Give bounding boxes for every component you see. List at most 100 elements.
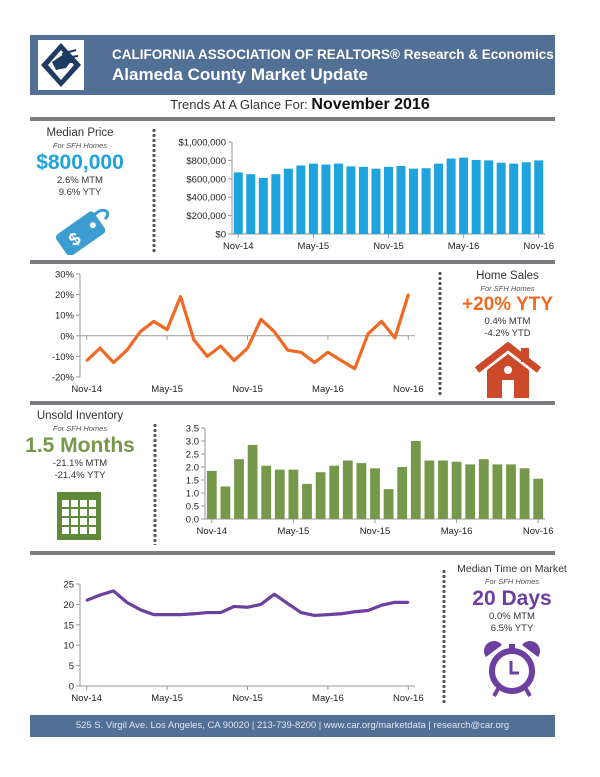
data-point — [259, 603, 263, 606]
y-tick-label: -10% — [52, 352, 75, 363]
data-point — [179, 295, 182, 298]
time-on-market-yty: 6.5% YTY — [490, 623, 534, 634]
median-price-title: Median Price — [46, 127, 114, 139]
median-price-mtm: 2.6% MTM — [57, 175, 103, 186]
data-point — [165, 613, 169, 616]
bar — [451, 461, 462, 519]
x-tick-label: Nov-14 — [223, 241, 254, 252]
bar — [438, 460, 448, 519]
report-title: Alameda County Market Update — [112, 65, 368, 84]
y-tick-label: 10% — [55, 311, 75, 322]
y-tick-label: 0.0 — [186, 515, 199, 526]
data-point — [273, 593, 276, 596]
data-point — [353, 610, 356, 613]
bar — [397, 467, 408, 519]
y-tick-label: 30% — [55, 270, 75, 281]
bar — [346, 166, 356, 234]
data-point — [219, 611, 222, 614]
bar — [358, 166, 368, 234]
trends-label: Trends At A Glance For: — [170, 97, 308, 112]
dotted-divider — [438, 271, 442, 396]
y-tick-label: -20% — [52, 373, 75, 384]
data-point — [380, 320, 383, 323]
bar — [371, 168, 381, 234]
y-tick-label: $400,000 — [186, 193, 226, 204]
bar — [342, 460, 353, 519]
x-tick-label: Nov-15 — [232, 384, 263, 395]
data-point — [340, 359, 343, 362]
bar — [370, 468, 380, 519]
y-tick-label: 20% — [55, 290, 75, 301]
median-price-panel: Median Price For SFH Homes $800,000 2.6%… — [30, 127, 130, 257]
data-point — [380, 604, 383, 607]
bar — [308, 163, 318, 234]
data-point — [98, 593, 102, 597]
home-sales-mtm: 0.4% MTM — [484, 316, 531, 327]
x-tick-label: Nov-15 — [360, 526, 391, 537]
bar — [321, 164, 331, 234]
dotted-divider — [153, 423, 157, 545]
bar — [261, 465, 272, 519]
x-tick-label: Nov-14 — [71, 693, 102, 704]
y-tick-label: 20 — [63, 600, 74, 611]
bar — [288, 469, 299, 519]
x-tick-label: Nov-14 — [196, 526, 227, 537]
inventory-title: Unsold Inventory — [36, 410, 124, 422]
x-tick-label: Nov-16 — [393, 693, 424, 704]
x-tick-label: Nov-16 — [393, 384, 424, 395]
y-tick-label: $1,000,000 — [178, 138, 226, 149]
data-point — [206, 355, 209, 358]
bar — [220, 486, 231, 519]
x-tick-label: May-16 — [312, 693, 344, 704]
y-tick-label: 1.0 — [186, 489, 199, 500]
x-tick-label: May-16 — [448, 241, 480, 252]
bar — [274, 469, 285, 519]
data-point — [179, 613, 182, 616]
data-point — [192, 338, 196, 342]
bar — [333, 163, 343, 234]
data-point — [299, 351, 303, 354]
dotted-divider — [152, 128, 156, 253]
data-point — [273, 330, 276, 333]
bar — [296, 165, 306, 234]
bar — [509, 163, 519, 234]
y-tick-label: 0% — [60, 331, 74, 342]
bar — [206, 470, 217, 519]
data-point — [353, 367, 356, 370]
bar — [246, 174, 256, 234]
data-point — [407, 601, 410, 604]
bar — [424, 460, 435, 519]
divider — [30, 551, 555, 555]
data-point — [286, 349, 289, 352]
median-price-value: $800,000 — [36, 151, 124, 174]
bar — [315, 472, 326, 519]
data-point — [112, 361, 115, 364]
x-tick-label: May-15 — [298, 241, 330, 252]
bar — [484, 160, 494, 234]
median-price-subtitle: For SFH Homes — [52, 141, 108, 150]
org-name: CALIFORNIA ASSOCIATION OF REALTORS® Rese… — [112, 47, 554, 62]
data-point — [152, 320, 155, 323]
report-header: CALIFORNIA ASSOCIATION OF REALTORS® Rese… — [30, 35, 555, 95]
x-tick-label: Nov-14 — [71, 384, 102, 395]
data-point — [393, 336, 397, 340]
bar — [459, 157, 469, 234]
y-tick-label: 5 — [69, 661, 74, 672]
bar — [356, 463, 367, 519]
data-point — [219, 344, 222, 348]
x-tick-label: May-16 — [312, 384, 344, 395]
car-logo-icon — [38, 40, 84, 90]
data-point — [299, 611, 303, 614]
series-line — [85, 294, 410, 371]
x-tick-label: May-15 — [151, 384, 183, 395]
data-point — [232, 359, 236, 362]
x-tick-label: May-15 — [278, 526, 310, 537]
inventory-value: 1.5 Months — [25, 434, 135, 457]
data-point — [326, 613, 330, 616]
inventory-mtm: -21.1% MTM — [52, 458, 108, 469]
y-tick-label: $800,000 — [186, 156, 226, 167]
data-point — [366, 332, 370, 335]
series-line — [86, 589, 409, 618]
time-on-market-subtitle: For SFH Homes — [484, 577, 540, 586]
bar — [446, 158, 456, 234]
